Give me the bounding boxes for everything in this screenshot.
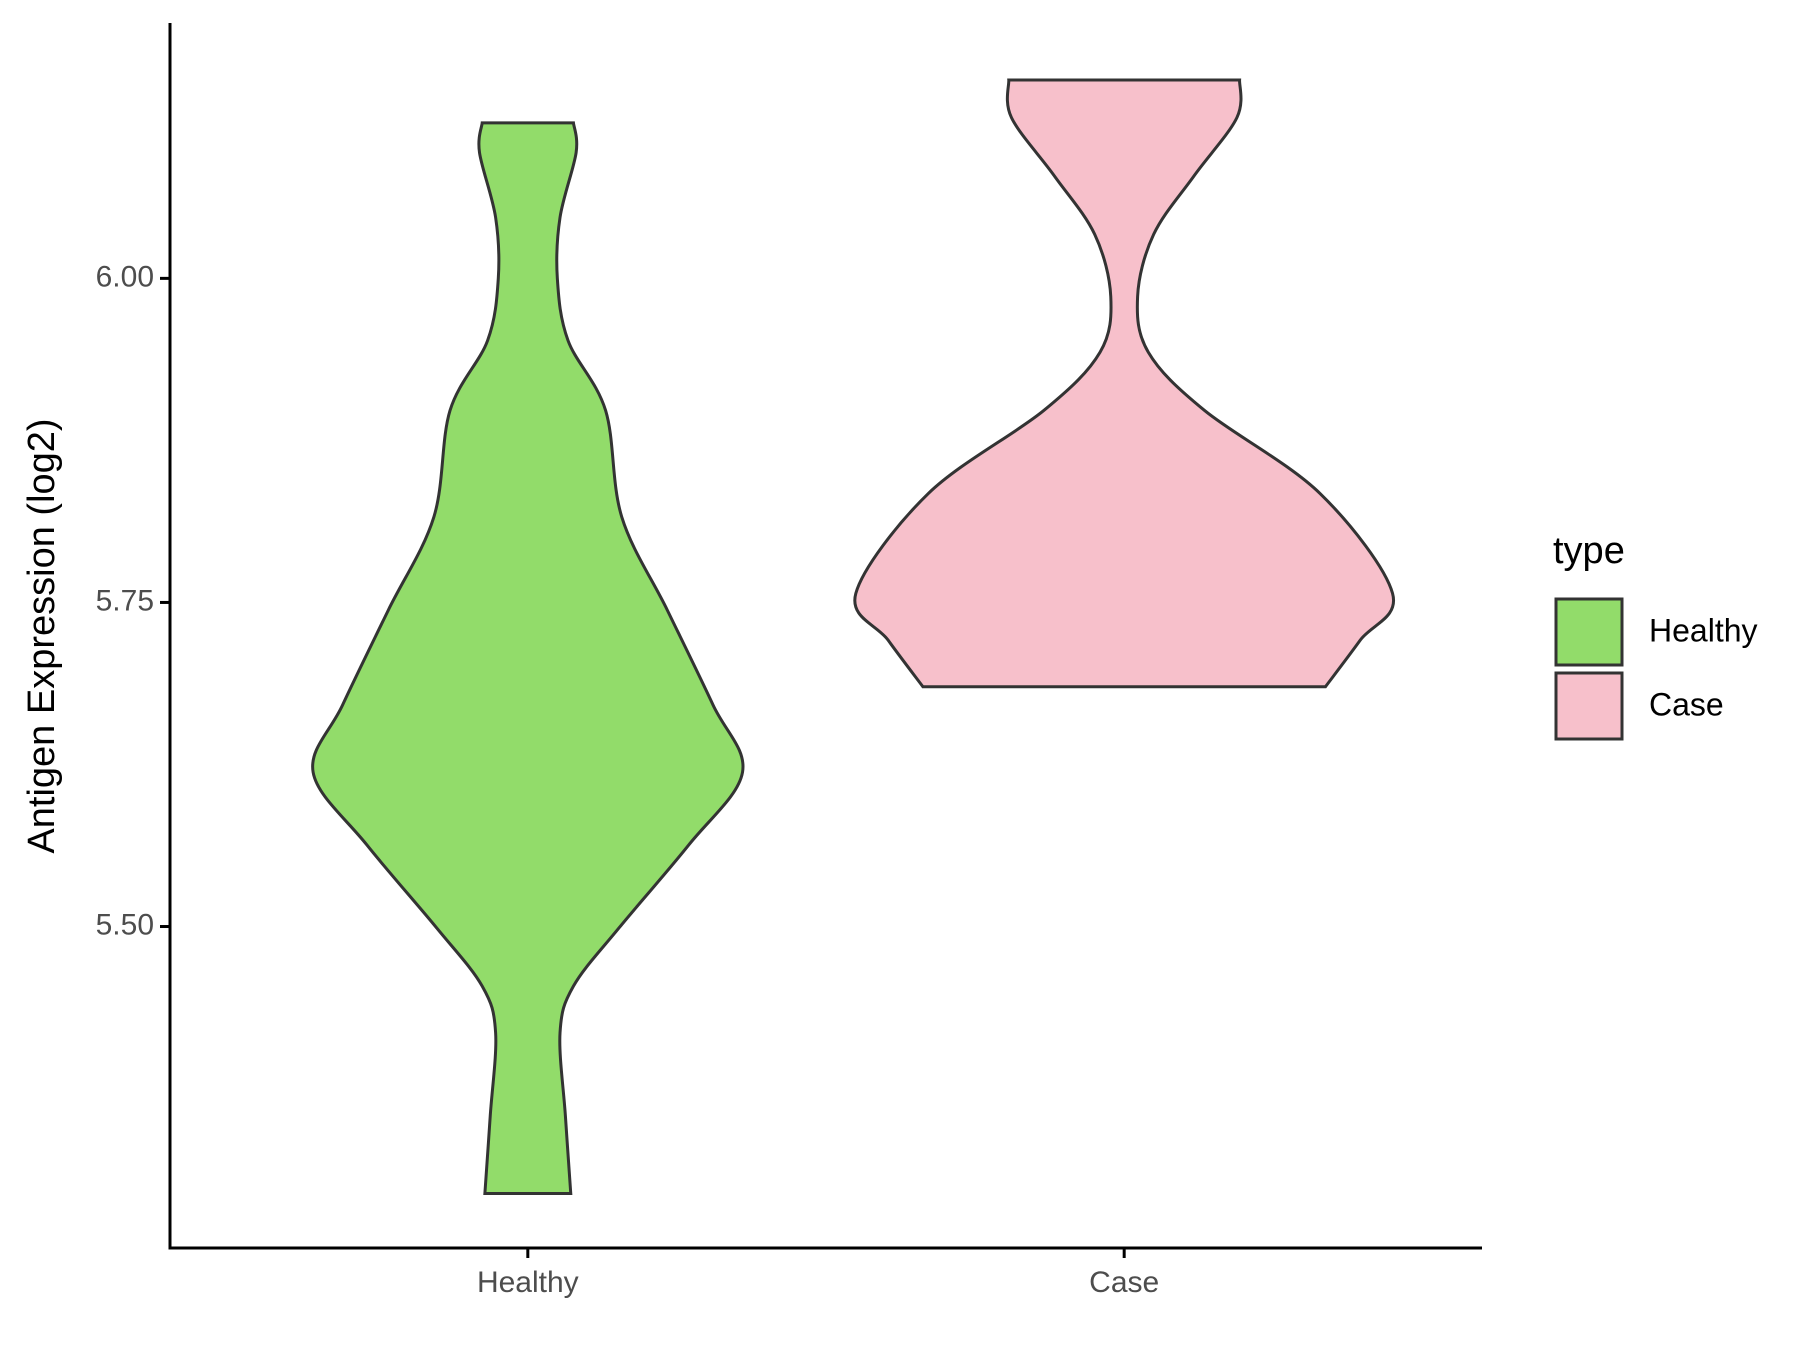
x-tick-label: Case xyxy=(1089,1266,1159,1299)
violin xyxy=(853,78,1396,689)
y-tick-label: 5.50 xyxy=(96,908,154,941)
legend-key xyxy=(1554,597,1624,667)
legend-title: type xyxy=(1553,530,1625,572)
legend-key xyxy=(1554,671,1624,741)
y-tick-label: 6.00 xyxy=(96,260,154,293)
violin xyxy=(311,121,745,1196)
y-axis-title: Antigen Expression (log2) xyxy=(21,418,63,853)
y-tick-label: 5.75 xyxy=(96,584,154,617)
x-tick-label: Healthy xyxy=(477,1266,579,1299)
legend-label: Healthy xyxy=(1649,612,1758,648)
legend-label: Case xyxy=(1649,686,1724,722)
